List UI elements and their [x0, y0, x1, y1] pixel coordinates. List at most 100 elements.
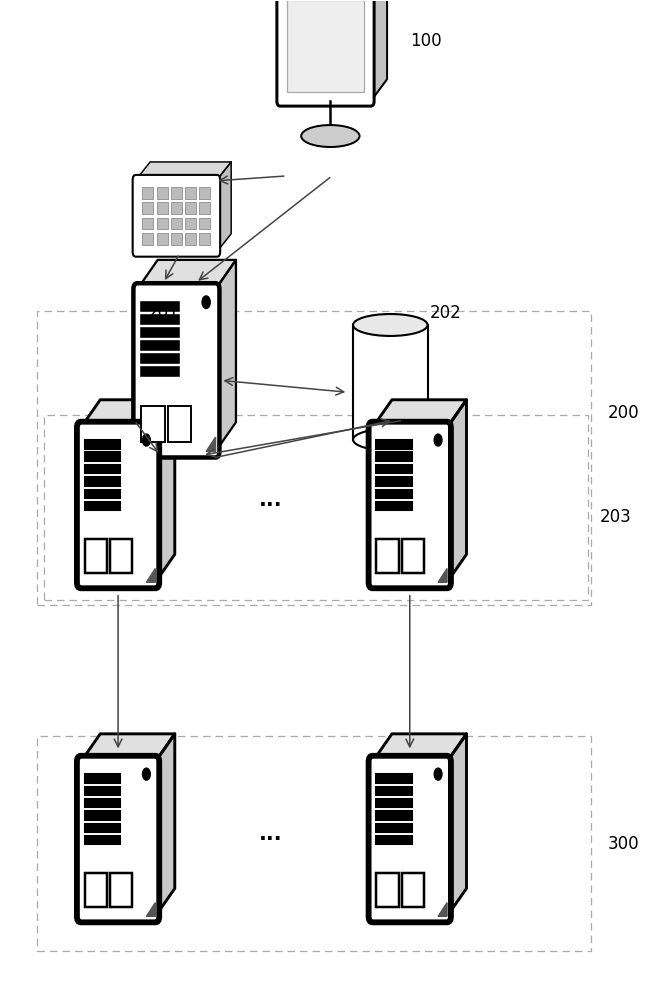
Bar — [143, 202, 154, 214]
Polygon shape — [136, 162, 231, 180]
Bar — [171, 187, 182, 199]
Bar — [171, 218, 182, 229]
Polygon shape — [371, 0, 387, 101]
Circle shape — [434, 768, 442, 780]
Text: 202: 202 — [430, 304, 462, 322]
Bar — [376, 836, 412, 844]
Bar — [171, 233, 182, 245]
Bar — [199, 218, 210, 229]
Circle shape — [434, 434, 442, 446]
Bar — [157, 202, 167, 214]
Bar — [376, 477, 412, 486]
FancyBboxPatch shape — [133, 283, 219, 457]
Bar — [141, 406, 165, 442]
Bar — [376, 539, 398, 573]
Text: 300: 300 — [607, 835, 639, 853]
Bar — [185, 233, 196, 245]
Bar — [85, 811, 120, 820]
Bar — [402, 873, 424, 907]
Bar — [376, 811, 412, 820]
Bar — [85, 873, 107, 907]
Bar — [376, 799, 412, 807]
Polygon shape — [438, 903, 447, 916]
Ellipse shape — [353, 429, 428, 451]
Polygon shape — [372, 734, 467, 762]
Polygon shape — [146, 903, 156, 916]
Text: 203: 203 — [600, 508, 631, 526]
Bar — [85, 799, 120, 807]
Circle shape — [143, 768, 150, 780]
Bar — [110, 873, 132, 907]
FancyBboxPatch shape — [368, 422, 451, 588]
Bar — [85, 502, 120, 510]
Polygon shape — [372, 400, 467, 428]
Bar — [376, 873, 398, 907]
Bar — [376, 787, 412, 795]
Text: 201: 201 — [148, 304, 179, 322]
Bar — [141, 315, 179, 324]
Bar — [185, 187, 196, 199]
Bar — [85, 539, 107, 573]
Bar — [185, 202, 196, 214]
Polygon shape — [137, 260, 236, 289]
Bar — [110, 539, 132, 573]
Bar — [37, 736, 591, 951]
Text: ...: ... — [258, 490, 283, 510]
Bar — [85, 490, 120, 498]
Bar — [85, 440, 120, 449]
Ellipse shape — [353, 314, 428, 336]
Bar — [85, 477, 120, 486]
Bar — [199, 202, 210, 214]
Polygon shape — [447, 734, 467, 916]
Bar — [157, 187, 167, 199]
Bar — [157, 218, 167, 229]
Bar — [287, 0, 364, 92]
Bar — [37, 311, 591, 605]
Circle shape — [202, 296, 210, 308]
Polygon shape — [438, 569, 447, 582]
Bar — [376, 774, 412, 783]
Polygon shape — [156, 400, 174, 582]
Bar — [141, 354, 179, 363]
Polygon shape — [156, 734, 174, 916]
FancyBboxPatch shape — [77, 756, 159, 922]
Text: 200: 200 — [607, 404, 639, 422]
FancyBboxPatch shape — [277, 0, 374, 106]
Polygon shape — [81, 734, 174, 762]
Bar — [376, 452, 412, 461]
Bar — [376, 502, 412, 510]
Bar — [85, 452, 120, 461]
Polygon shape — [447, 400, 467, 582]
Bar — [376, 465, 412, 473]
Polygon shape — [146, 569, 156, 582]
Bar — [157, 233, 167, 245]
Bar — [85, 836, 120, 844]
Bar — [141, 328, 179, 337]
Bar — [143, 218, 154, 229]
Bar — [44, 415, 588, 600]
Bar — [353, 325, 428, 440]
FancyBboxPatch shape — [368, 756, 451, 922]
Circle shape — [143, 434, 150, 446]
Polygon shape — [206, 437, 215, 452]
Polygon shape — [217, 162, 231, 252]
Bar — [85, 824, 120, 832]
Polygon shape — [215, 260, 236, 452]
Bar — [199, 233, 210, 245]
FancyBboxPatch shape — [77, 422, 159, 588]
Bar — [141, 367, 179, 376]
Bar — [376, 440, 412, 449]
Bar — [376, 490, 412, 498]
Bar — [171, 202, 182, 214]
Bar — [143, 233, 154, 245]
Bar — [85, 774, 120, 783]
Bar — [376, 824, 412, 832]
Polygon shape — [81, 400, 174, 428]
FancyBboxPatch shape — [133, 175, 220, 257]
Bar — [168, 406, 191, 442]
Ellipse shape — [301, 125, 359, 147]
Text: ...: ... — [258, 824, 283, 844]
Bar — [199, 187, 210, 199]
Bar — [141, 341, 179, 350]
Text: 100: 100 — [410, 32, 442, 50]
